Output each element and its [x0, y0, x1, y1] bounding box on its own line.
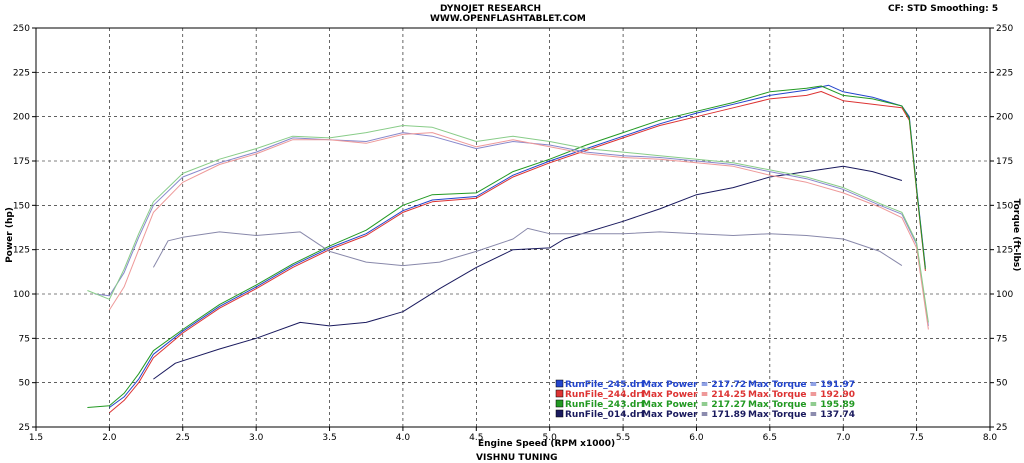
x-tick-label: 2.5	[176, 433, 190, 443]
torque-curve	[87, 125, 929, 323]
y-tick-label-left: 225	[13, 68, 30, 78]
x-tick-label: 8.0	[983, 433, 998, 443]
legend-max-torque: Max Torque = 137.74	[748, 410, 855, 420]
chart-title-line1: DYNOJET RESEARCH	[440, 4, 542, 14]
y-tick-label-left: 25	[19, 423, 30, 433]
torque-curve	[108, 132, 929, 330]
legend-max-torque: Max Torque = 192.90	[748, 390, 855, 400]
legend-swatch	[555, 409, 564, 418]
legend-entry: RunFile_243.drf Max Power = 217.27 Max T…	[555, 399, 855, 410]
x-tick-label: 6.0	[689, 433, 704, 443]
y-axis-left-ticks: 25 50 75 100 125 150 175 200 225 250	[13, 24, 36, 433]
legend: RunFile_245.drf Max Power = 217.72 Max T…	[555, 379, 855, 420]
legend-entry: RunFile_014.drf Max Power = 171.89 Max T…	[555, 409, 855, 420]
y-tick-label-right: 225	[996, 68, 1013, 78]
y-tick-label-right: 175	[996, 157, 1013, 167]
y-tick-label-right: 100	[996, 290, 1013, 300]
y-tick-label-right: 125	[996, 246, 1013, 256]
legend-max-torque: Max Torque = 191.97	[748, 380, 855, 390]
legend-entry: RunFile_245.drf Max Power = 217.72 Max T…	[555, 379, 855, 390]
x-tick-label: 3.5	[322, 433, 336, 443]
y-tick-label-left: 175	[13, 157, 30, 167]
y-tick-label-right: 50	[996, 379, 1008, 389]
torque-curve	[152, 227, 903, 268]
y-tick-label-right: 75	[996, 334, 1007, 344]
x-tick-label: 7.0	[836, 433, 851, 443]
legend-swatch	[555, 399, 564, 408]
settings-label: CF: STD Smoothing: 5	[888, 4, 999, 14]
x-tick-label: 7.5	[909, 433, 923, 443]
chart-title-line2: WWW.OPENFLASHTABLET.COM	[430, 14, 586, 24]
x-tick-label: 1.5	[29, 433, 43, 443]
legend-max-power: Max Power = 217.27	[642, 400, 746, 410]
legend-run: RunFile_245.drf	[565, 380, 645, 390]
x-tick-label: 5.5	[616, 433, 630, 443]
legend-max-torque: Max Torque = 195.89	[748, 400, 855, 410]
legend-max-power: Max Power = 217.72	[642, 380, 746, 390]
power-curve	[153, 165, 903, 380]
legend-max-power: Max Power = 171.89	[642, 410, 746, 420]
chart-grid	[36, 28, 990, 427]
legend-run: RunFile_243.drf	[565, 400, 645, 410]
y-tick-label-left: 100	[13, 290, 30, 300]
power-curve	[109, 84, 926, 408]
y-tick-label-left: 250	[13, 24, 30, 34]
y-axis-left-label: Power (hp)	[5, 207, 15, 263]
y-axis-right-ticks: 25 50 75 100 125 150 175 200 225 250	[990, 24, 1013, 433]
x-tick-label: 4.0	[396, 433, 411, 443]
y-tick-label-right: 25	[996, 423, 1007, 433]
series-lines	[87, 84, 929, 414]
y-tick-label-right: 200	[996, 113, 1013, 123]
x-tick-label: 5.0	[543, 433, 558, 443]
y-tick-label-right: 250	[996, 24, 1013, 34]
y-tick-label-left: 125	[13, 246, 30, 256]
legend-swatch	[555, 379, 564, 388]
y-tick-label-right: 150	[996, 201, 1013, 211]
x-tick-label: 6.5	[763, 433, 777, 443]
legend-entry: RunFile_244.drf Max Power = 214.25 Max T…	[555, 389, 855, 400]
x-axis-ticks: 1.5 2.0 2.5 3.0 3.5 4.0 4.5 5.0 5.5 6.0 6.5 7.0 7.5 8…	[29, 427, 998, 443]
x-tick-label: 2.0	[102, 433, 117, 443]
plot-frame	[35, 27, 991, 428]
x-tick-label: 3.0	[249, 433, 264, 443]
y-tick-label-left: 200	[13, 113, 30, 123]
x-axis-label: Engine Speed (RPM x1000)	[478, 439, 615, 449]
legend-swatch	[555, 389, 564, 398]
y-tick-label-left: 75	[19, 334, 30, 344]
x-tick-label: 4.5	[469, 433, 483, 443]
footer-label: VISHNU TUNING	[476, 453, 558, 463]
torque-curve	[94, 132, 929, 326]
legend-run: RunFile_014.drf	[565, 410, 645, 420]
power-curve	[109, 91, 926, 414]
y-tick-label-left: 150	[13, 201, 30, 211]
y-axis-right-label: Torque (ft-lbs)	[1011, 199, 1021, 272]
legend-run: RunFile_244.drf	[565, 390, 645, 400]
power-curve	[87, 85, 926, 408]
y-tick-label-left: 50	[19, 379, 31, 389]
legend-max-power: Max Power = 214.25	[642, 390, 746, 400]
